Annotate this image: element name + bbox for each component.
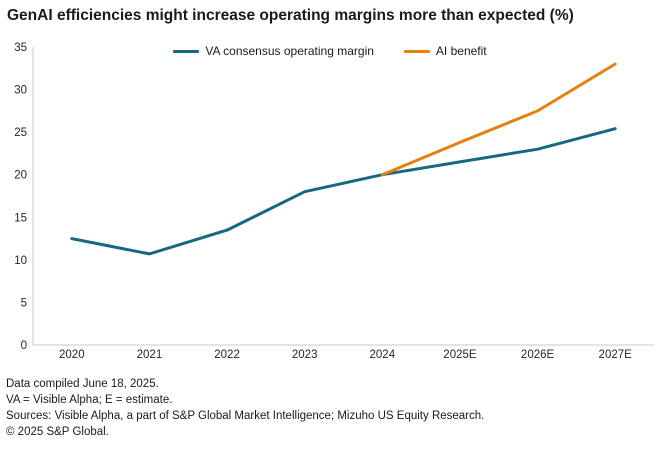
- x-tick-label: 2024: [370, 349, 396, 361]
- x-tick-label: 2021: [137, 349, 163, 361]
- x-tick-label: 2020: [59, 349, 85, 361]
- legend-swatch: [403, 49, 430, 53]
- chart-legend: VA consensus operating margin AI benefit: [0, 44, 660, 58]
- series-line-va-consensus-operating-margin: [70, 127, 617, 256]
- chart-svg: 0 5 10 15 20 25 30 35 2020 2021 2022 2023 2024 2025E 2…: [14, 42, 654, 361]
- footnote-sources: Sources: Visible Alpha, a part of S&P Gl…: [6, 410, 485, 422]
- footnote-compiled: Data compiled June 18, 2025.: [6, 378, 159, 390]
- series-line-ai-benefit: [380, 62, 617, 177]
- y-tick-label: 25: [14, 127, 27, 139]
- legend-label: AI benefit: [435, 44, 487, 58]
- legend-item: VA consensus operating margin: [173, 44, 374, 58]
- footnote-copyright: © 2025 S&P Global.: [6, 426, 109, 438]
- y-tick-label: 5: [21, 297, 27, 309]
- x-tick-label: 2022: [214, 349, 240, 361]
- x-tick-label: 2027E: [599, 349, 633, 361]
- y-tick-label: 30: [14, 85, 27, 97]
- legend-swatch: [173, 49, 200, 53]
- footnotes: Data compiled June 18, 2025. VA = Visibl…: [6, 376, 656, 440]
- y-tick-label: 10: [14, 255, 27, 267]
- y-tick-label: 15: [14, 212, 27, 224]
- legend-item: AI benefit: [403, 44, 487, 58]
- chart-title: GenAI efficiencies might increase operat…: [7, 7, 574, 24]
- y-tick-label: 20: [14, 170, 27, 182]
- legend-label: VA consensus operating margin: [205, 44, 374, 58]
- axes-lines: [32, 47, 654, 346]
- footnote-abbreviations: VA = Visible Alpha; E = estimate.: [6, 394, 173, 406]
- x-tick-label: 2026E: [521, 349, 555, 361]
- x-tick-label: 2023: [292, 349, 318, 361]
- y-tick-label: 0: [21, 340, 27, 352]
- y-tick-label: 35: [14, 42, 27, 54]
- x-tick-label: 2025E: [443, 349, 477, 361]
